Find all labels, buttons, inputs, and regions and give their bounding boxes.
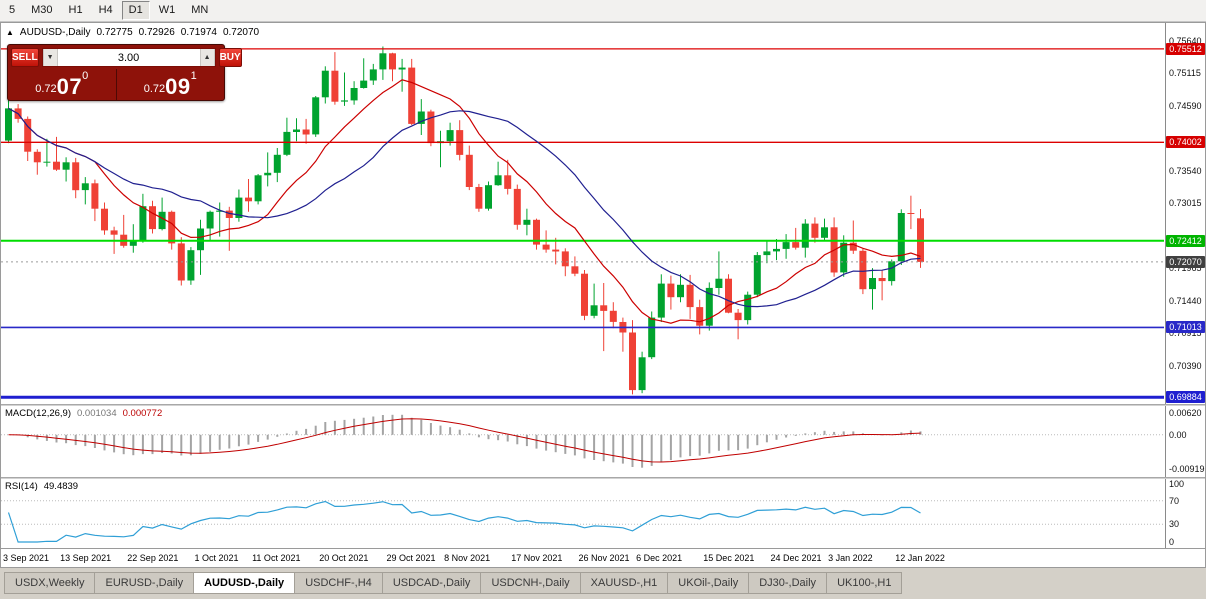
- timeframe-button-m30[interactable]: M30: [24, 1, 59, 20]
- chart-window: ▲ AUDUSD-,Daily 0.72775 0.72926 0.71974 …: [0, 22, 1206, 568]
- chart-tab-dj30-daily[interactable]: DJ30-,Daily: [749, 572, 828, 594]
- macd-pane: MACD(12,26,9) 0.001034 0.000772 0.00620 0…: [1, 406, 1205, 477]
- price-axis-label: 0.70390: [1169, 360, 1202, 371]
- price-axis-badge: 0.75512: [1166, 42, 1205, 55]
- macd-axis-label: 0.00: [1169, 429, 1187, 440]
- rsi-axis-label: 100: [1169, 479, 1185, 489]
- chart-tabs-bar: USDX,Weekly EURUSD-,Daily AUDUSD-,Daily USD…: [0, 568, 1206, 599]
- timeframe-button-h1[interactable]: H1: [62, 1, 90, 20]
- macd-axis-label: -0.00919: [1169, 464, 1205, 474]
- date-axis-label: 3 Jan 2022: [828, 553, 873, 563]
- price-axis-label: 0.71965: [1169, 263, 1202, 274]
- bar-close: 0.72070: [222, 27, 260, 38]
- price-axis[interactable]: 0.75640 0.75115 0.74590 0.73540 0.73015 0.719…: [1165, 23, 1205, 404]
- timeframe-button-5[interactable]: 5: [2, 1, 22, 20]
- volume-decrease-icon[interactable]: ▼: [42, 49, 58, 66]
- chart-symbol-period: AUDUSD-,Daily: [19, 27, 91, 38]
- macd-title: MACD(12,26,9) 0.001034 0.000772: [5, 408, 163, 419]
- date-axis-label: 22 Sep 2021: [127, 553, 179, 563]
- chart-tab-usdx-weekly[interactable]: USDX,Weekly: [4, 572, 96, 594]
- date-axis[interactable]: 3 Sep 2021 13 Sep 2021 22 Sep 2021 1 Oct 20…: [1, 548, 1205, 567]
- price-axis-label: 0.70915: [1169, 328, 1202, 339]
- pane-splitter[interactable]: [1, 477, 1205, 479]
- rsi-chart-canvas[interactable]: [1, 479, 1164, 548]
- timeframe-toolbar: 5 M30 H1 H4 D1 W1 MN: [0, 0, 1206, 22]
- date-axis-label: 6 Dec 2021: [636, 553, 683, 563]
- macd-axis[interactable]: 0.00620 0.00 -0.00919: [1165, 406, 1205, 477]
- macd-axis-label: 0.00620: [1169, 408, 1202, 418]
- price-axis-badge: 0.74002: [1166, 136, 1205, 149]
- chart-tab-eurusd-daily[interactable]: EURUSD-,Daily: [95, 572, 195, 594]
- chart-tab-usdcnh-daily[interactable]: USDCNH-,Daily: [481, 572, 581, 594]
- rsi-value: 49.4839: [43, 481, 79, 492]
- volume-control: ▼ ▲: [41, 48, 216, 67]
- rsi-axis[interactable]: 100 70 30 0: [1165, 479, 1205, 548]
- rsi-title: RSI(14) 49.4839: [5, 481, 79, 492]
- chart-tab-ukoil-daily[interactable]: UKOil-,Daily: [668, 572, 750, 594]
- date-axis-label: 11 Oct 2021: [252, 553, 301, 563]
- price-axis-badge: 0.71013: [1166, 321, 1205, 334]
- rsi-axis-label: 30: [1169, 519, 1180, 530]
- date-axis-label: 26 Nov 2021: [578, 553, 630, 563]
- chart-tab-usdcad-daily[interactable]: USDCAD-,Daily: [382, 572, 482, 594]
- date-axis-label: 8 Nov 2021: [444, 553, 491, 563]
- price-axis-label: 0.75640: [1169, 35, 1202, 46]
- date-axis-label: 29 Oct 2021: [386, 553, 436, 563]
- macd-signal-value: 0.000772: [122, 408, 163, 419]
- main-chart-pane: ▲ AUDUSD-,Daily 0.72775 0.72926 0.71974 …: [1, 23, 1205, 404]
- date-axis-label: 13 Sep 2021: [60, 553, 112, 563]
- timeframe-button-mn[interactable]: MN: [184, 1, 215, 20]
- buy-price-display: 0.72 09 1: [143, 70, 197, 99]
- price-axis-label: 0.74590: [1169, 100, 1202, 111]
- price-axis-badge: 0.72412: [1166, 234, 1205, 247]
- chart-tab-xauusd-h1[interactable]: XAUUSD-,H1: [580, 572, 669, 594]
- bar-high: 0.72926: [138, 27, 175, 38]
- macd-main-value: 0.001034: [77, 408, 117, 419]
- volume-increase-icon[interactable]: ▲: [199, 49, 215, 66]
- pane-splitter[interactable]: [1, 404, 1205, 406]
- date-axis-label: 1 Oct 2021: [194, 553, 239, 563]
- chart-tab-audusd-daily[interactable]: AUDUSD-,Daily: [194, 572, 296, 594]
- date-axis-label: 12 Jan 2022: [895, 553, 945, 563]
- timeframe-button-d1[interactable]: D1: [121, 1, 150, 20]
- volume-input[interactable]: [57, 49, 200, 66]
- chart-tab-uk100-h1[interactable]: UK100-,H1: [827, 572, 903, 594]
- chart-ohlc-title: ▲ AUDUSD-,Daily 0.72775 0.72926 0.71974 …: [6, 27, 259, 38]
- sell-price-display: 0.72 07 0: [35, 70, 89, 99]
- price-axis-badge: 0.72070: [1166, 255, 1205, 268]
- price-divider: [115, 69, 117, 100]
- bar-open: 0.72775: [96, 27, 133, 38]
- price-axis-label: 0.73015: [1169, 198, 1202, 209]
- date-axis-label: 20 Oct 2021: [319, 553, 369, 563]
- buy-button[interactable]: BUY: [218, 48, 242, 67]
- chart-tab-usdchf-h4[interactable]: USDCHF-,H4: [295, 572, 383, 594]
- date-axis-label: 3 Sep 2021: [3, 553, 50, 563]
- price-axis-label: 0.71440: [1169, 295, 1202, 306]
- price-axis-label: 0.75115: [1169, 68, 1201, 79]
- bar-low: 0.71974: [180, 27, 217, 38]
- date-axis-label: 24 Dec 2021: [770, 553, 822, 563]
- date-axis-label: 17 Nov 2021: [511, 553, 563, 563]
- macd-chart-canvas[interactable]: [1, 406, 1164, 477]
- date-axis-label: 15 Dec 2021: [703, 553, 755, 563]
- price-axis-label: 0.73540: [1169, 165, 1202, 176]
- rsi-axis-label: 70: [1169, 495, 1180, 506]
- timeframe-button-w1[interactable]: W1: [152, 1, 183, 20]
- main-chart-canvas[interactable]: [1, 23, 1164, 404]
- sell-button[interactable]: SELL: [11, 48, 39, 67]
- price-axis-badge: 0.69884: [1166, 391, 1205, 404]
- trade-panel-collapse-icon[interactable]: ▲: [6, 27, 14, 37]
- timeframe-button-h4[interactable]: H4: [92, 1, 120, 20]
- rsi-pane: RSI(14) 49.4839 100 70 30 0: [1, 479, 1205, 548]
- rsi-axis-label: 0: [1169, 537, 1175, 547]
